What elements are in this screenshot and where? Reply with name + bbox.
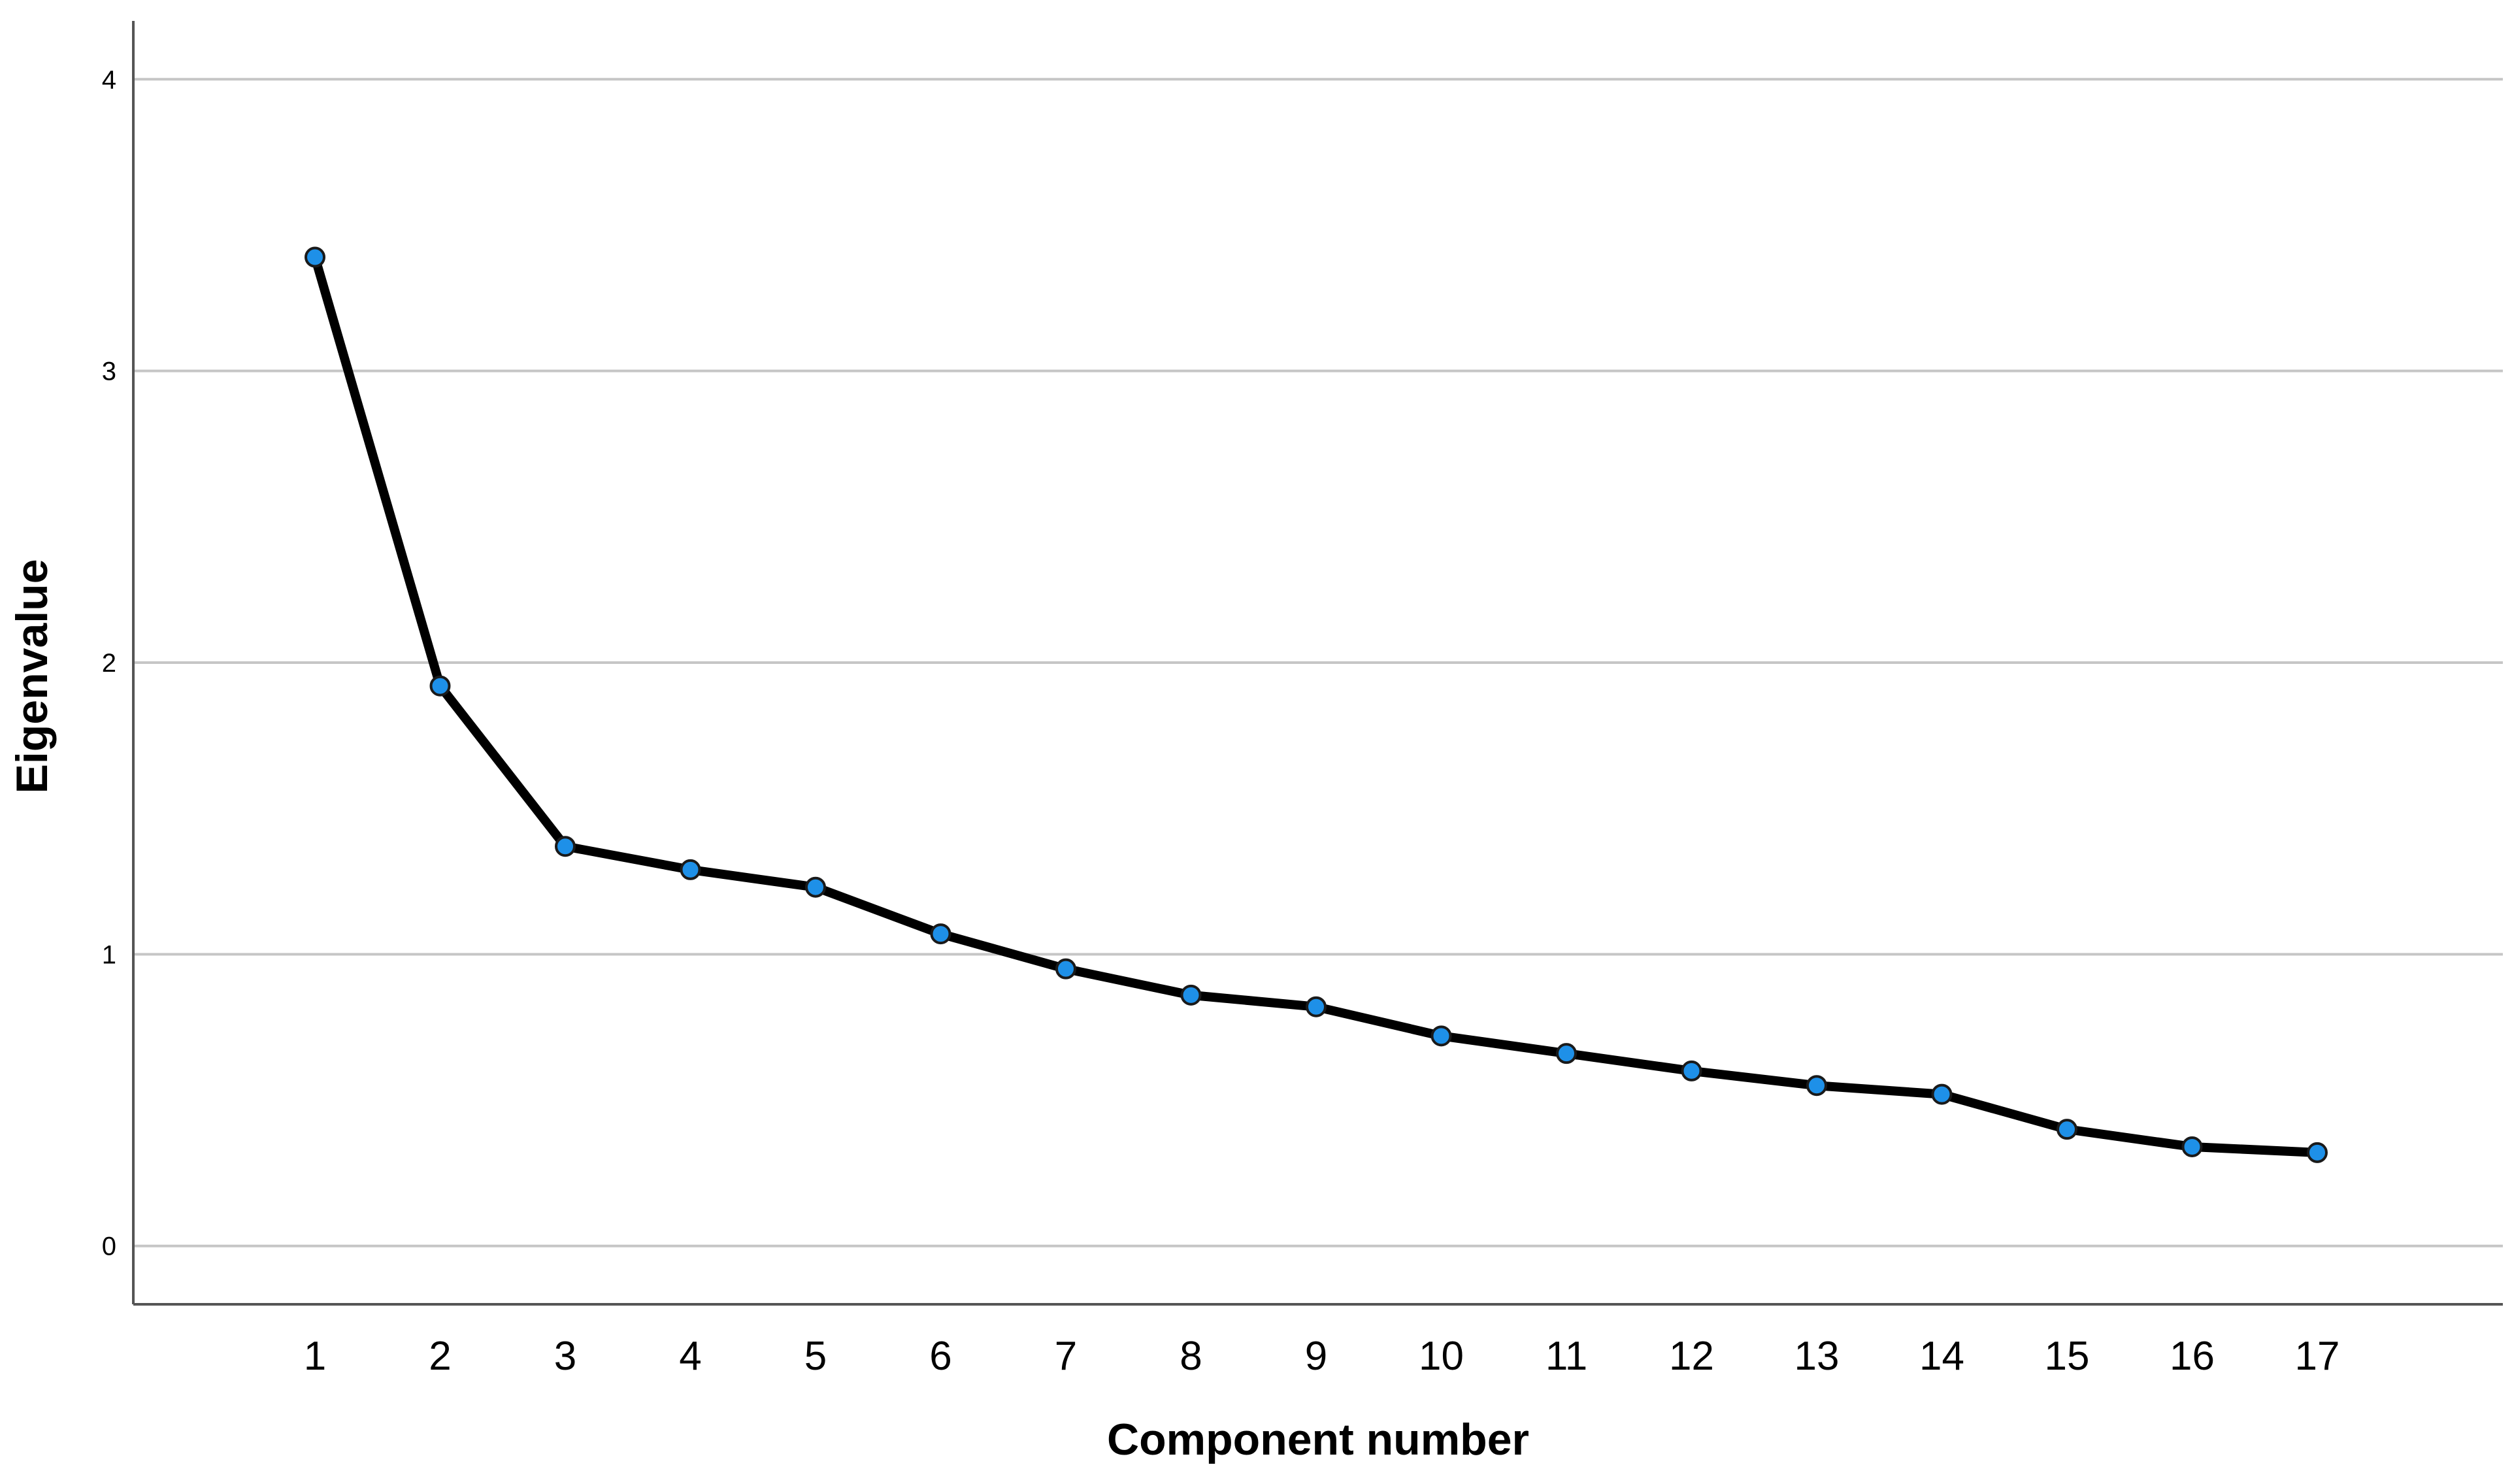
x-tick-label: 7 xyxy=(1055,1334,1077,1379)
data-point xyxy=(305,246,325,268)
data-point xyxy=(1556,1043,1577,1064)
x-tick-label: 17 xyxy=(2295,1334,2340,1379)
data-point xyxy=(1681,1060,1702,1081)
x-tick-label: 6 xyxy=(929,1334,951,1379)
data-point xyxy=(930,923,951,945)
x-tick-label: 12 xyxy=(1669,1334,1714,1379)
data-point xyxy=(1430,1025,1452,1047)
x-tick-label: 1 xyxy=(304,1334,326,1379)
data-point xyxy=(1306,996,1327,1017)
x-tick-label: 11 xyxy=(1545,1334,1587,1379)
x-tick-labels: 1 2 3 4 5 6 7 8 9 10 11 12 13 14 15 16 17 xyxy=(304,1334,2340,1379)
data-point xyxy=(2181,1136,2203,1157)
data-point xyxy=(2307,1142,2328,1163)
x-tick-label: 3 xyxy=(554,1334,576,1379)
x-tick-label: 4 xyxy=(679,1334,701,1379)
data-point xyxy=(1055,958,1076,980)
data-point xyxy=(805,876,826,898)
series-line xyxy=(310,252,2322,1157)
series-group xyxy=(305,246,2328,1163)
data-point xyxy=(680,859,701,880)
x-tick-label: 15 xyxy=(2045,1334,2090,1379)
x-axis-title: Component number xyxy=(1107,1415,1529,1464)
x-tick-label: 2 xyxy=(429,1334,451,1379)
y-tick-label: 4 xyxy=(102,65,116,94)
data-point xyxy=(555,836,576,857)
data-point xyxy=(429,675,451,697)
x-tick-label: 16 xyxy=(2170,1334,2215,1379)
data-point xyxy=(2057,1119,2077,1140)
y-tick-label: 0 xyxy=(102,1232,116,1261)
gridlines xyxy=(133,78,2503,1247)
x-tick-label: 14 xyxy=(1919,1334,1964,1379)
x-tick-label: 10 xyxy=(1419,1334,1464,1379)
y-tick-labels: 0 1 2 3 4 xyxy=(102,65,116,1261)
x-tick-label: 5 xyxy=(804,1334,827,1379)
data-point xyxy=(1180,984,1202,1006)
x-tick-label: 9 xyxy=(1305,1334,1327,1379)
data-point xyxy=(1931,1083,1953,1105)
x-tick-label: 13 xyxy=(1794,1334,1840,1379)
x-tick-label: 8 xyxy=(1180,1334,1202,1379)
axes xyxy=(132,21,2503,1306)
y-axis-title: Eigenvalue xyxy=(7,559,57,793)
data-point xyxy=(1806,1075,1827,1097)
y-tick-label: 3 xyxy=(102,357,116,386)
y-tick-label: 2 xyxy=(102,649,116,678)
y-tick-label: 1 xyxy=(102,940,116,969)
